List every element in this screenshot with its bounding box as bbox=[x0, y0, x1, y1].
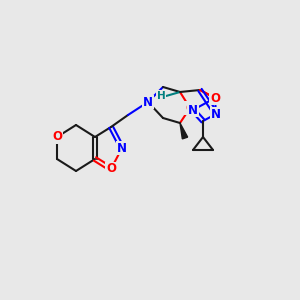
Text: O: O bbox=[210, 92, 220, 104]
Text: N: N bbox=[117, 142, 127, 154]
Text: O: O bbox=[106, 163, 116, 176]
Text: O: O bbox=[185, 101, 195, 115]
Text: O: O bbox=[52, 130, 62, 143]
Text: N: N bbox=[211, 107, 221, 121]
Text: N: N bbox=[188, 103, 198, 116]
Polygon shape bbox=[180, 123, 188, 139]
Text: N: N bbox=[143, 95, 153, 109]
Text: H: H bbox=[157, 91, 165, 101]
